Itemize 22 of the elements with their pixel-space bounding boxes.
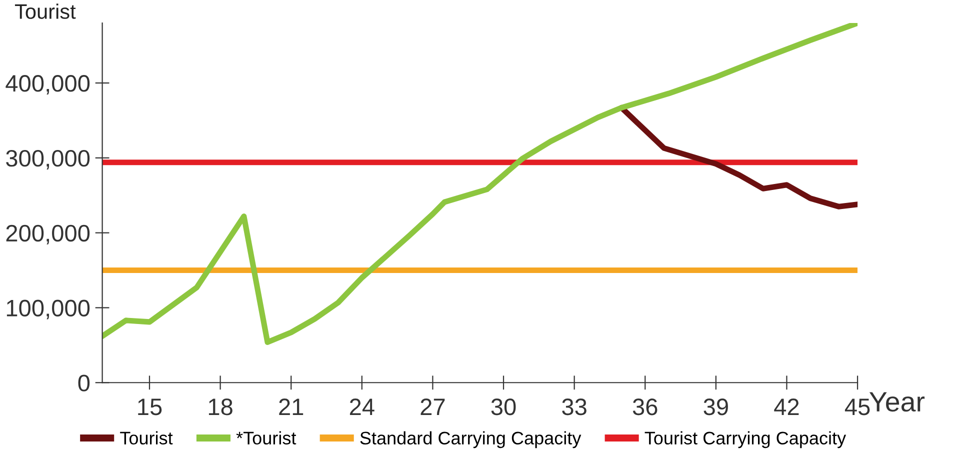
x-tick-label: 21 <box>279 398 304 416</box>
y-tick-label: 100,000 <box>6 300 90 320</box>
x-tick-label: 45 <box>844 398 870 416</box>
x-tick-label: 15 <box>138 398 162 416</box>
y-tick-label: 400,000 <box>6 75 90 95</box>
x-tick-label: 27 <box>420 398 445 416</box>
y-axis-title: Tourist <box>14 4 76 19</box>
y-tick-label: 300,000 <box>6 150 90 170</box>
legend-label: Tourist Carrying Capacity <box>644 431 846 448</box>
legend-label: Tourist <box>120 431 173 445</box>
y-tick-label: 200,000 <box>6 224 90 244</box>
x-tick-label: 18 <box>208 398 232 416</box>
x-tick-label: 42 <box>774 398 799 416</box>
x-axis-title: Year <box>869 392 925 412</box>
legend-label: *Tourist <box>236 431 296 445</box>
y-tick-label: 0 <box>78 374 90 392</box>
legend-label: Standard Carrying Capacity <box>360 431 582 448</box>
x-tick-label: 33 <box>562 398 586 416</box>
x-tick-label: 36 <box>632 398 658 416</box>
x-tick-label: 39 <box>704 398 728 416</box>
x-tick-label: 24 <box>350 398 374 416</box>
x-tick-label: 30 <box>491 398 516 416</box>
